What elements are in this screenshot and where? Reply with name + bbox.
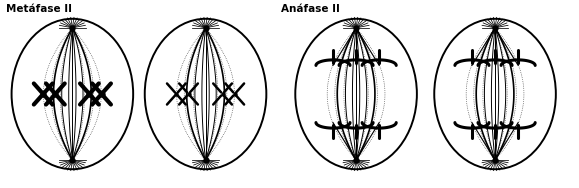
Text: Metáfase II: Metáfase II (6, 4, 72, 14)
Ellipse shape (295, 19, 417, 169)
Ellipse shape (145, 19, 266, 169)
Ellipse shape (434, 19, 556, 169)
Text: Anáfase II: Anáfase II (281, 4, 340, 14)
Ellipse shape (12, 19, 133, 169)
